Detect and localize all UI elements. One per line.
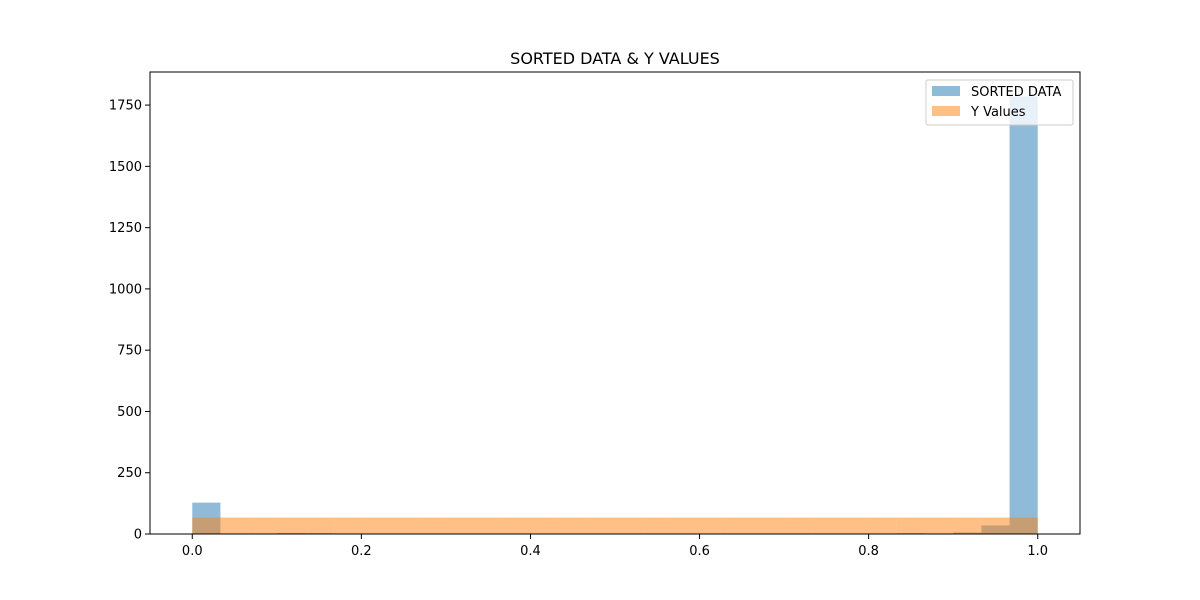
x-tick-label: 1.0 xyxy=(1027,544,1048,559)
bar-y-values-16 xyxy=(643,517,672,534)
y-tick-label: 250 xyxy=(117,466,142,481)
y-tick-label: 1500 xyxy=(109,160,142,175)
bar-y-values-9 xyxy=(445,517,475,534)
plot-frame xyxy=(149,71,1081,535)
x-tick-label: 0.2 xyxy=(351,544,372,559)
bar-y-values-11 xyxy=(502,517,531,534)
x-axis: 0.0 0.2 0.4 0.6 0.8 1.0 xyxy=(182,534,1048,559)
bar-y-values-28 xyxy=(981,517,1010,534)
y-tick-label: 0 xyxy=(134,528,142,543)
y-tick-label: 1000 xyxy=(109,282,142,297)
bar-y-values-18 xyxy=(699,517,728,534)
x-tick-label: 0.8 xyxy=(858,544,879,559)
bar-y-values-22 xyxy=(812,517,841,534)
y-tick-label: 1250 xyxy=(109,221,142,236)
legend-swatch-y-values xyxy=(932,106,960,116)
bar-y-values-6 xyxy=(361,517,390,534)
legend-label-y-values: Y Values xyxy=(970,105,1026,120)
bar-y-values-25 xyxy=(896,517,926,534)
bar-y-values-14 xyxy=(586,517,615,534)
bar-y-values-26 xyxy=(925,517,954,534)
bar-y-values-27 xyxy=(953,517,982,534)
bar-y-values-15 xyxy=(615,517,644,534)
legend-frame xyxy=(925,79,1074,126)
bar-y-values-4 xyxy=(304,517,334,534)
x-tick-label: 0.0 xyxy=(182,544,203,559)
bar-y-values-29 xyxy=(1009,517,1038,534)
bar-y-values-12 xyxy=(530,517,559,534)
bar-y-values-19 xyxy=(727,517,756,534)
y-tick-label: 500 xyxy=(117,405,142,420)
bar-y-values-7 xyxy=(389,517,418,534)
bars-layer xyxy=(192,96,1038,535)
y-tick-label: 1750 xyxy=(109,99,142,114)
legend: SORTED DATA Y Values xyxy=(925,79,1074,126)
bar-y-values-17 xyxy=(671,517,700,534)
y-axis: 0 250 500 750 1000 1250 1500 1750 xyxy=(109,99,150,543)
x-tick-label: 0.6 xyxy=(689,544,710,559)
x-tick-label: 0.4 xyxy=(520,544,541,559)
bar-y-values-10 xyxy=(474,517,503,534)
bar-y-values-3 xyxy=(276,517,305,534)
legend-label-sorted-data: SORTED DATA xyxy=(971,85,1061,100)
chart-title: SORTED DATA & Y VALUES xyxy=(510,49,720,68)
bar-y-values-0 xyxy=(192,517,221,534)
bar-y-values-20 xyxy=(755,517,785,534)
legend-swatch-sorted-data xyxy=(932,86,960,96)
bar-y-values-1 xyxy=(220,517,249,534)
y-tick-label: 750 xyxy=(117,344,142,359)
bar-sorted-data-29 xyxy=(1009,96,1038,535)
bar-y-values-8 xyxy=(417,517,446,534)
bar-y-values-2 xyxy=(248,517,277,534)
bar-y-values-23 xyxy=(840,517,869,534)
bar-y-values-24 xyxy=(868,517,897,534)
bar-y-values-13 xyxy=(558,517,587,534)
bar-y-values-5 xyxy=(333,517,362,534)
bar-y-values-21 xyxy=(784,517,813,534)
